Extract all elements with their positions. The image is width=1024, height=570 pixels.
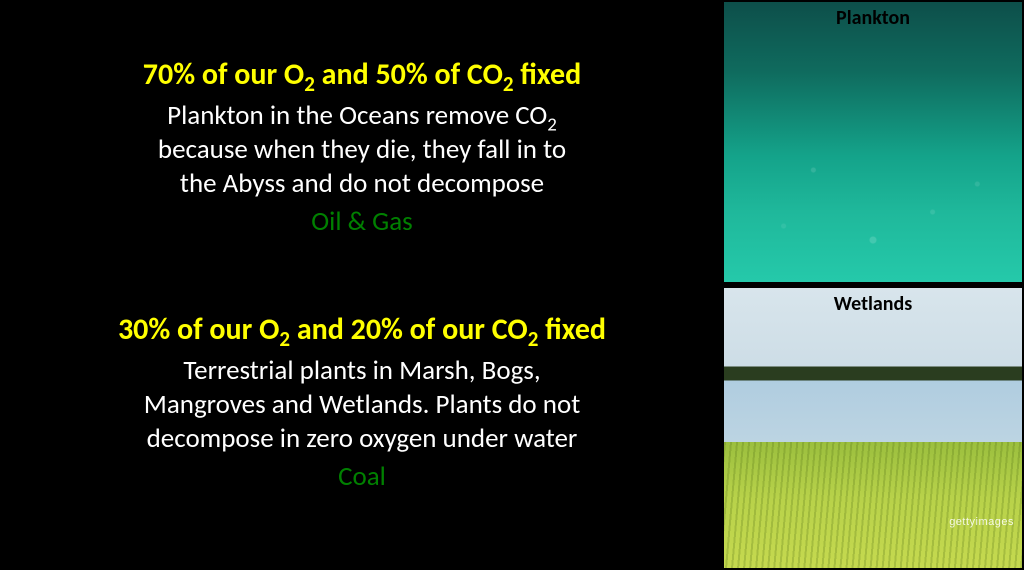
headline-plankton: 70% of our O2 and 50% of CO2 fixed — [30, 57, 694, 93]
subscript: 2 — [503, 71, 514, 97]
headline-part: 70% of our O — [143, 56, 304, 93]
body-line: Terrestrial plants in Marsh, Bogs, — [183, 354, 540, 387]
body-line: Plankton in the Oceans remove CO — [167, 99, 547, 132]
section-wetlands: 30% of our O2 and 20% of our CO2 fixed T… — [30, 312, 694, 492]
body-line: the Abyss and do not decompose — [180, 167, 544, 200]
subscript: 2 — [304, 71, 315, 97]
watermark-text: gettyimages — [949, 516, 1014, 528]
ocean-icon — [724, 2, 1022, 282]
body-line: because when they die, they fall in to — [158, 133, 566, 166]
headline-part: fixed — [514, 56, 582, 93]
fossil-wetlands: Coal — [30, 460, 694, 493]
plankton-image: Plankton — [724, 2, 1022, 282]
wetlands-label: Wetlands — [724, 292, 1022, 316]
subscript: 2 — [279, 326, 290, 352]
headline-part: and 20% of our CO — [290, 311, 528, 348]
headline-part: and 50% of CO — [315, 56, 503, 93]
body-plankton: Plankton in the Oceans remove CO2 becaus… — [30, 99, 694, 200]
section-plankton: 70% of our O2 and 50% of CO2 fixed Plank… — [30, 57, 694, 237]
body-line: decompose in zero oxygen under water — [147, 422, 578, 455]
headline-part: 30% of our O — [118, 311, 279, 348]
wetlands-image: Wetlands gettyimages — [724, 288, 1022, 568]
fossil-plankton: Oil & Gas — [30, 205, 694, 238]
image-column: Plankton Wetlands gettyimages — [724, 0, 1024, 570]
subscript: 2 — [528, 326, 539, 352]
headline-part: fixed — [538, 311, 606, 348]
body-line: Mangroves and Wetlands. Plants do not — [144, 388, 581, 421]
body-wetlands: Terrestrial plants in Marsh, Bogs, Mangr… — [30, 354, 694, 455]
plankton-label: Plankton — [724, 6, 1022, 30]
text-column: 70% of our O2 and 50% of CO2 fixed Plank… — [0, 0, 724, 570]
headline-wetlands: 30% of our O2 and 20% of our CO2 fixed — [30, 312, 694, 348]
